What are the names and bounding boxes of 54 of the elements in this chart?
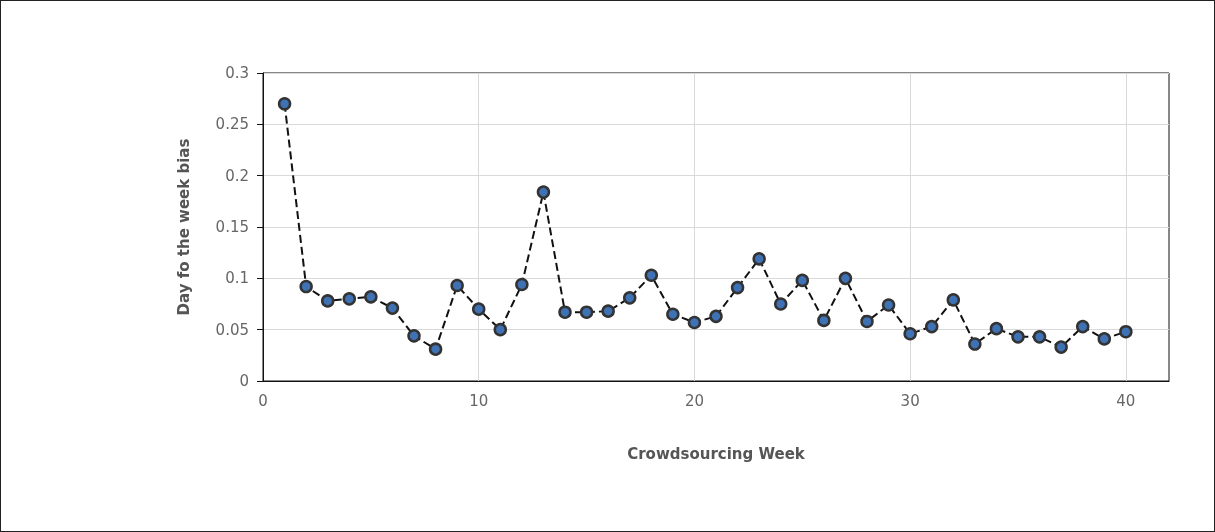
point — [342, 292, 357, 306]
y-tick-label: 0.3 — [225, 64, 249, 82]
point — [773, 297, 788, 311]
y-tick-label: 0 — [239, 372, 249, 390]
point — [493, 322, 508, 337]
point — [622, 291, 637, 305]
x-tick-label: 20 — [684, 391, 704, 410]
point — [407, 329, 421, 343]
point — [1097, 332, 1112, 346]
point — [1011, 330, 1025, 344]
point — [730, 280, 745, 295]
point — [1032, 330, 1047, 344]
point — [709, 309, 723, 324]
point — [385, 301, 400, 315]
point — [881, 298, 896, 312]
y-axis-title: Day fo the week bias — [174, 138, 193, 316]
point — [946, 293, 961, 307]
point — [968, 337, 982, 351]
point — [320, 294, 335, 308]
point — [471, 302, 486, 316]
x-tick-label: 40 — [1116, 391, 1136, 410]
x-axis-title: Crowdsourcing Week — [627, 444, 806, 463]
point — [687, 315, 702, 330]
point — [558, 305, 572, 319]
point — [428, 342, 443, 356]
point — [601, 304, 615, 318]
point — [579, 305, 594, 319]
x-tick-label: 30 — [900, 391, 920, 410]
point — [924, 319, 939, 334]
point — [817, 313, 831, 328]
y-tick-label: 0.05 — [215, 320, 249, 339]
point — [644, 268, 659, 282]
point — [903, 327, 917, 341]
point — [277, 97, 292, 111]
x-tick-label: 0 — [258, 391, 268, 410]
point — [838, 271, 853, 286]
point — [860, 314, 874, 329]
point — [450, 278, 464, 293]
point — [299, 279, 313, 294]
y-tick-label: 0.15 — [215, 218, 249, 236]
point — [536, 185, 551, 199]
point — [752, 252, 766, 266]
point — [515, 277, 529, 292]
point — [666, 307, 680, 322]
y-tick-label: 0.25 — [215, 115, 249, 134]
y-tick-label: 0.2 — [225, 166, 249, 185]
point — [1119, 324, 1133, 339]
point — [989, 321, 1004, 336]
y-tick-label: 0.1 — [225, 269, 249, 288]
point — [1075, 319, 1090, 334]
point — [364, 290, 378, 304]
point — [795, 273, 810, 288]
point — [1054, 340, 1068, 354]
x-tick-label: 10 — [469, 391, 489, 410]
